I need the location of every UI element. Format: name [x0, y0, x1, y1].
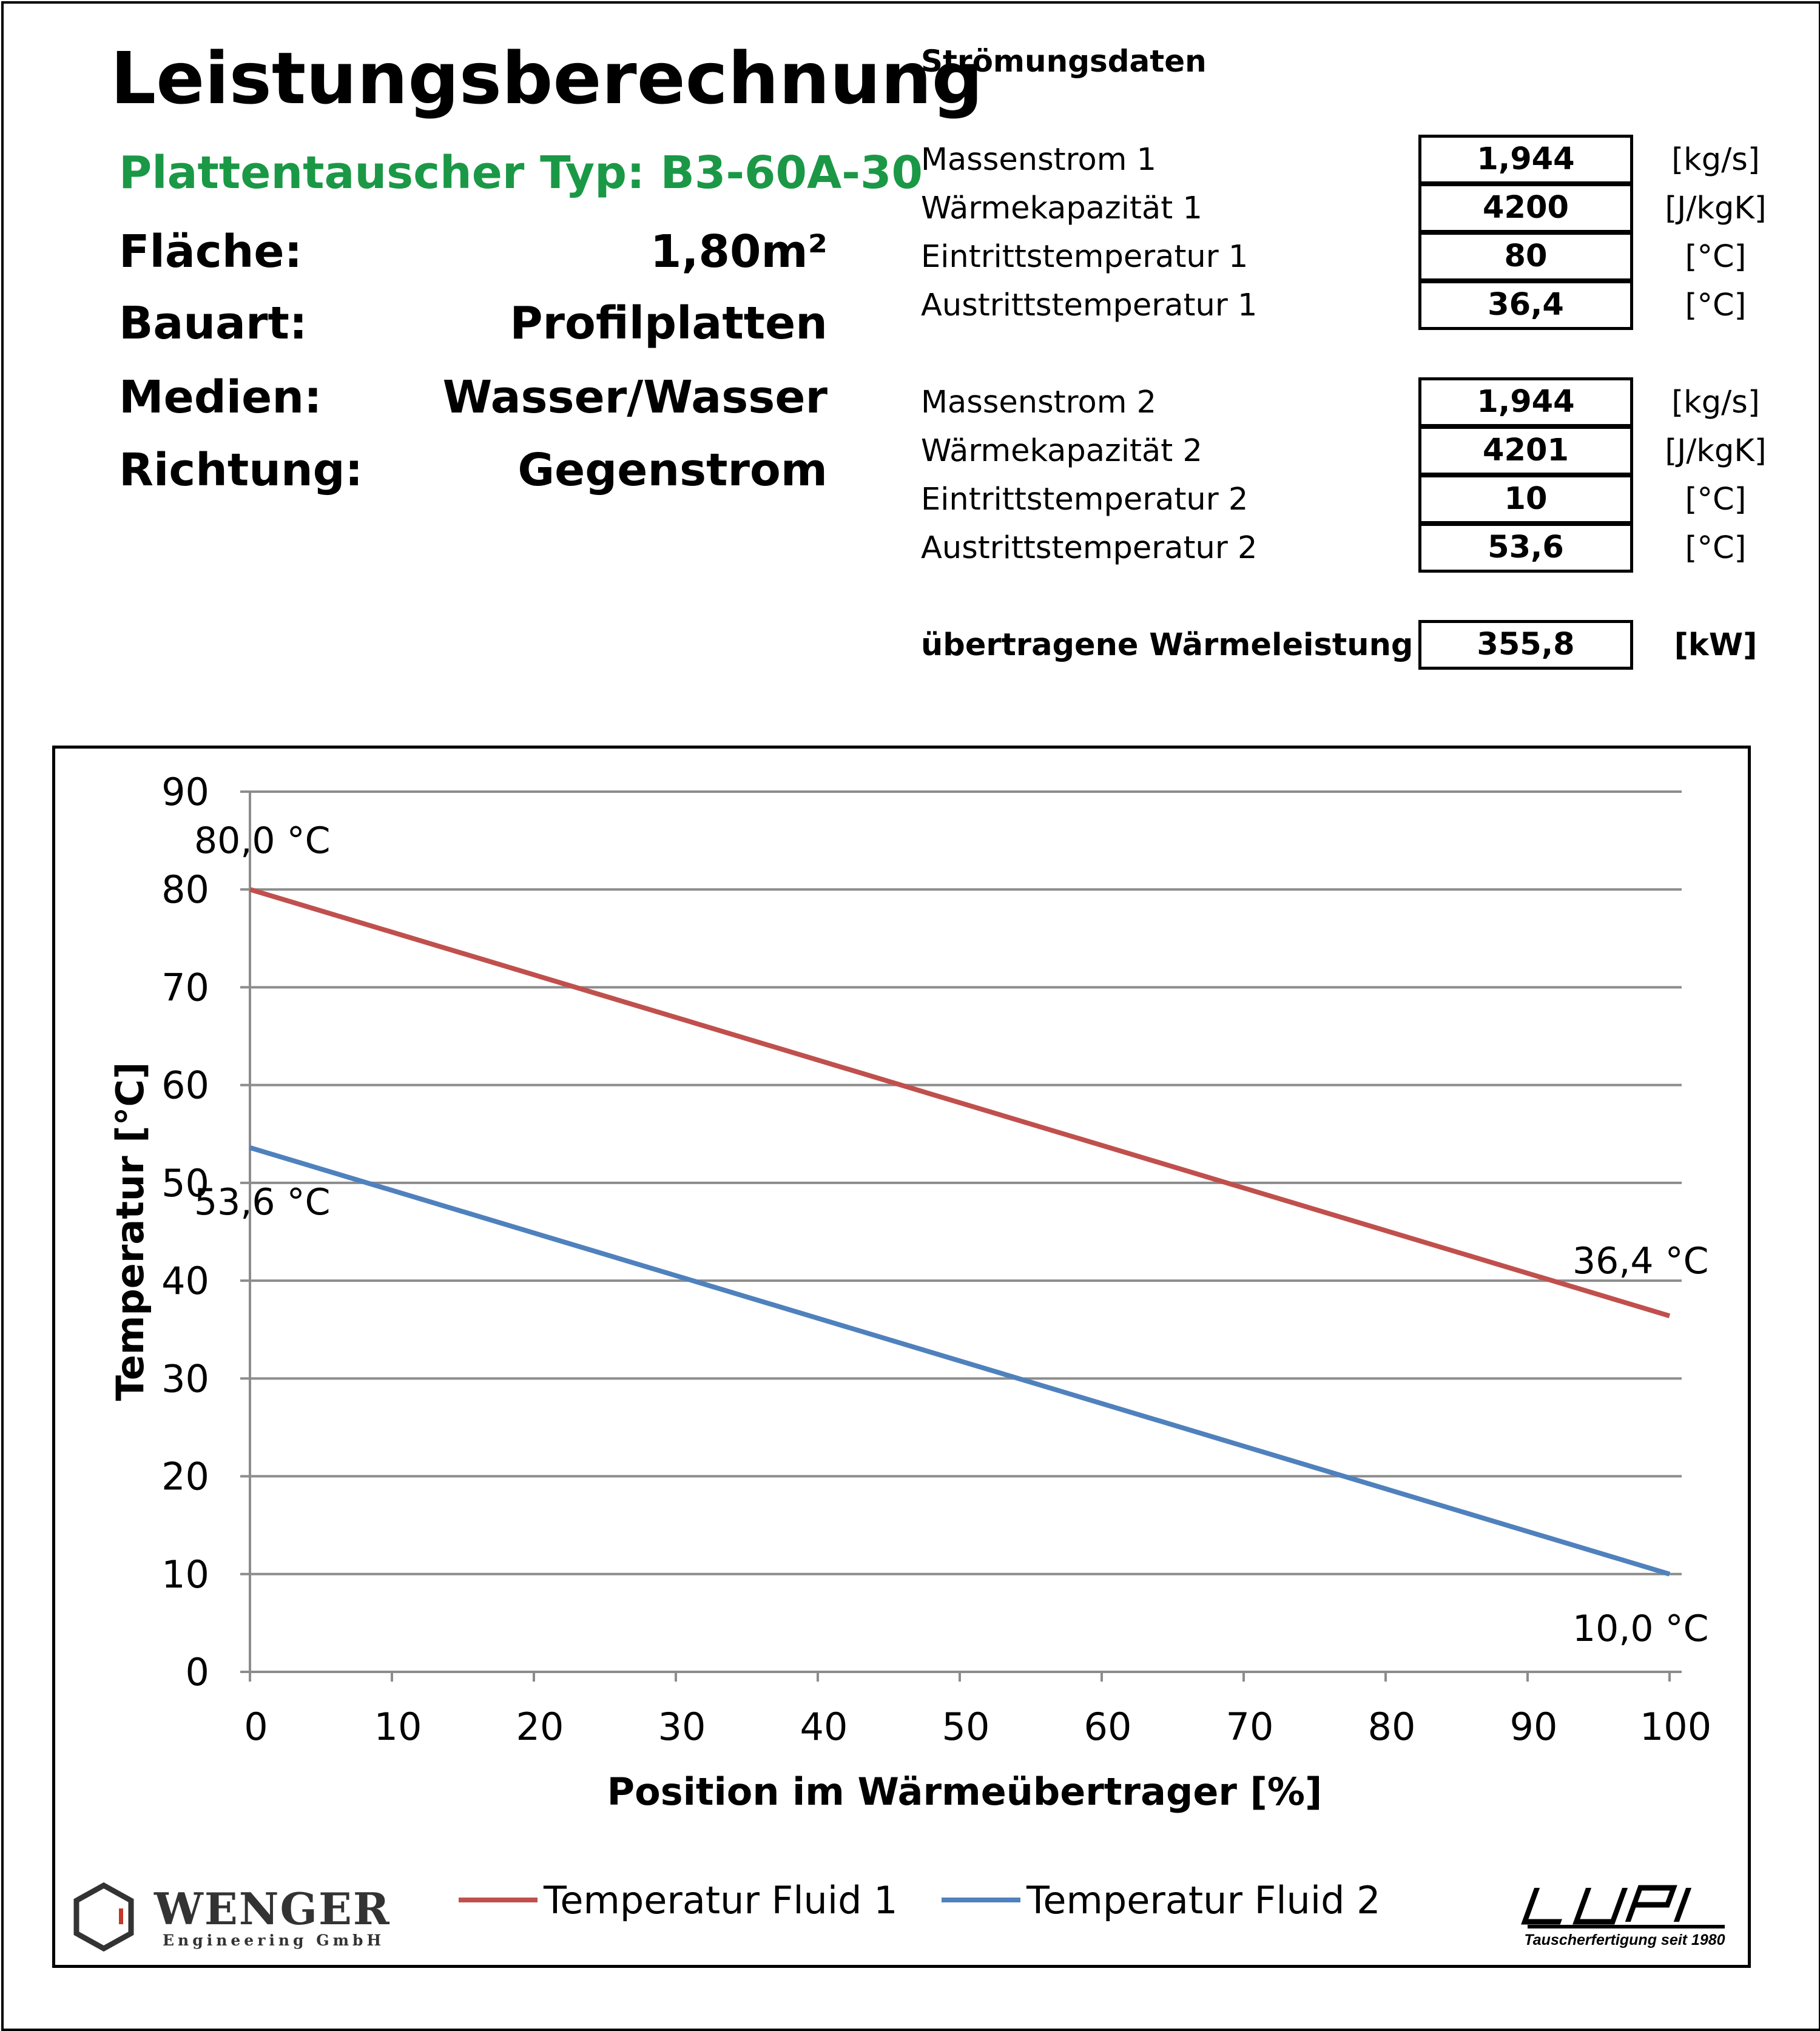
- flow-label: Eintrittstemperatur 1: [921, 239, 1249, 275]
- property-row-media: Medien: Wasser/Wasser: [119, 371, 827, 432]
- flow-unit: [°C]: [1685, 288, 1747, 323]
- property-row-area: Fläche: 1,80m²: [119, 226, 827, 286]
- property-row-construction: Bauart: Profilplatten: [119, 297, 827, 358]
- flow-unit: [kg/s]: [1671, 385, 1760, 420]
- lupi-subtitle: Tauscherfertigung seit 1980: [1524, 1932, 1725, 1948]
- y-tick-label: 90: [161, 770, 209, 814]
- wenger-hexagon-icon: [73, 1882, 134, 1952]
- flow-label: Austrittstemperatur 1: [921, 288, 1258, 323]
- flow-value-box: 355,8: [1418, 620, 1633, 670]
- y-tick-label: 40: [161, 1259, 209, 1303]
- flow-value-box: 80: [1418, 232, 1633, 281]
- flow-row-inlet-temp-2: Eintrittstemperatur 2 10 [°C]: [921, 474, 1770, 524]
- flow-row-heat-output: übertragene Wärmeleistung 355,8 [kW]: [921, 620, 1770, 670]
- wenger-name: WENGER: [154, 1883, 391, 1935]
- property-key: Medien:: [119, 371, 322, 423]
- flow-unit: [J/kgK]: [1665, 190, 1767, 226]
- flow-label: Massenstrom 1: [921, 142, 1157, 178]
- x-tick-label: 80: [1368, 1705, 1416, 1749]
- y-tick-label: 30: [161, 1356, 209, 1401]
- flow-label: Wärmekapazität 2: [921, 433, 1202, 469]
- data-label: 36,4 °C: [1572, 1240, 1709, 1282]
- y-tick-label: 70: [161, 965, 209, 1009]
- property-value: Wasser/Wasser: [442, 371, 827, 423]
- flow-unit: [kg/s]: [1671, 142, 1760, 178]
- flow-label: Austrittstemperatur 2: [921, 530, 1258, 566]
- x-tick-label: 0: [244, 1705, 268, 1749]
- x-tick-label: 10: [374, 1705, 422, 1749]
- series-line-fluid-2: [249, 1145, 1671, 1577]
- flow-row-mass-flow-1: Massenstrom 1 1,944 [kg/s]: [921, 135, 1770, 184]
- flow-unit: [°C]: [1685, 530, 1747, 566]
- flow-value-box: 1,944: [1418, 377, 1633, 427]
- y-tick-label: 10: [161, 1552, 209, 1597]
- flow-value-box: 4200: [1418, 183, 1633, 233]
- x-axis-title: Position im Wärmeübertrager [%]: [607, 1770, 1323, 1814]
- chart-frame: [52, 746, 1751, 1968]
- flow-row-outlet-temp-1: Austrittstemperatur 1 36,4 [°C]: [921, 280, 1770, 330]
- x-tick-label: 100: [1640, 1705, 1711, 1749]
- y-tick-label: 60: [161, 1063, 209, 1108]
- flow-unit: [kW]: [1674, 627, 1758, 663]
- lupi-wordmark-icon: [1521, 1885, 1725, 1928]
- y-tick-label: 0: [186, 1650, 209, 1694]
- legend-label: Temperatur Fluid 2: [1026, 1878, 1381, 1922]
- x-tick-label: 50: [942, 1705, 990, 1749]
- flow-label: Eintrittstemperatur 2: [921, 482, 1249, 517]
- flow-value-box: 1,944: [1418, 135, 1633, 184]
- data-label: 80,0 °C: [194, 820, 331, 862]
- x-tick-label: 90: [1510, 1705, 1558, 1749]
- property-key: Fläche:: [119, 226, 303, 278]
- flow-data-title: Strömungsdaten: [921, 44, 1207, 79]
- flow-row-mass-flow-2: Massenstrom 2 1,944 [kg/s]: [921, 377, 1770, 427]
- flow-row-inlet-temp-1: Eintrittstemperatur 1 80 [°C]: [921, 232, 1770, 281]
- flow-row-heat-capacity-2: Wärmekapazität 2 4201 [J/kgK]: [921, 426, 1770, 476]
- y-axis-title: Temperatur [°C]: [108, 1062, 152, 1401]
- flow-value-box: 53,6: [1418, 523, 1633, 573]
- page-title: Leistungsberechnung: [110, 36, 983, 120]
- x-tick-label: 70: [1226, 1705, 1274, 1749]
- property-value: 1,80m²: [650, 226, 827, 278]
- flow-value-box: 10: [1418, 474, 1633, 524]
- data-label: 10,0 °C: [1572, 1608, 1709, 1650]
- flow-unit: [°C]: [1685, 239, 1747, 275]
- property-key: Bauart:: [119, 297, 308, 349]
- flow-unit: [°C]: [1685, 482, 1747, 517]
- wenger-logo: WENGER Engineering GmbH: [70, 1881, 389, 1953]
- property-value: Gegenstrom: [517, 444, 827, 496]
- flow-value-box: 36,4: [1418, 280, 1633, 330]
- wenger-subtitle: Engineering GmbH: [163, 1932, 385, 1949]
- x-tick-label: 40: [800, 1705, 848, 1749]
- legend-label: Temperatur Fluid 1: [544, 1878, 898, 1922]
- x-tick-label: 20: [516, 1705, 564, 1749]
- series-line-fluid-1: [249, 887, 1671, 1318]
- legend-swatch: [459, 1898, 538, 1902]
- y-tick-label: 80: [161, 867, 209, 912]
- flow-label: übertragene Wärmeleistung: [921, 627, 1414, 663]
- flow-row-outlet-temp-2: Austrittstemperatur 2 53,6 [°C]: [921, 523, 1770, 573]
- property-value: Profilplatten: [510, 297, 827, 349]
- flow-label: Massenstrom 2: [921, 385, 1157, 420]
- flow-label: Wärmekapazität 1: [921, 190, 1202, 226]
- data-label: 53,6 °C: [194, 1181, 331, 1224]
- exchanger-type: Plattentauscher Typ: B3-60A-30: [119, 147, 923, 199]
- property-row-direction: Richtung: Gegenstrom: [119, 444, 827, 505]
- lupi-logo: Tauscherfertigung seit 1980: [1515, 1881, 1734, 1953]
- y-tick-label: 20: [161, 1455, 209, 1499]
- flow-unit: [J/kgK]: [1665, 433, 1767, 469]
- property-key: Richtung:: [119, 444, 363, 496]
- x-tick-label: 60: [1084, 1705, 1132, 1749]
- flow-value-box: 4201: [1418, 426, 1633, 476]
- flow-row-heat-capacity-1: Wärmekapazität 1 4200 [J/kgK]: [921, 183, 1770, 233]
- legend-swatch: [942, 1898, 1020, 1902]
- x-tick-label: 30: [658, 1705, 706, 1749]
- y-tick-label: 50: [161, 1161, 209, 1205]
